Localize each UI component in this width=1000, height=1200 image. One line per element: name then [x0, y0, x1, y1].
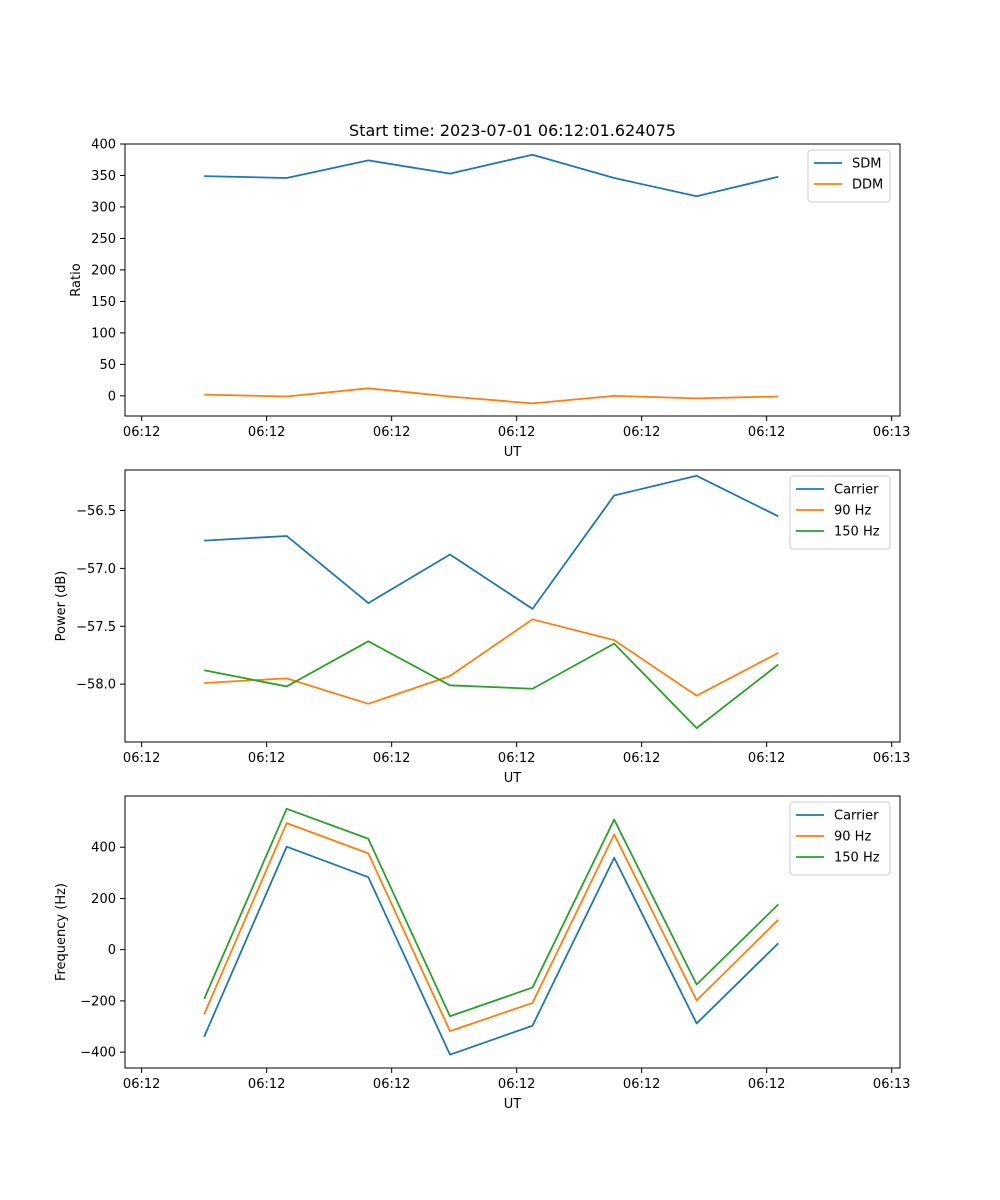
- y-tick-label: 200: [91, 892, 116, 907]
- legend-entry-label: 90 Hz: [834, 830, 871, 845]
- y-tick-label: 300: [91, 200, 116, 215]
- legend: SDM DDM: [807, 149, 891, 203]
- series-line-carrier: [204, 474, 779, 610]
- x-axis-label: UT: [504, 445, 522, 460]
- x-tick-label: 06:12: [623, 425, 660, 440]
- legend-entry-label: DDM: [852, 178, 883, 193]
- x-axis-label: UT: [504, 771, 522, 786]
- axes-frame: [124, 469, 901, 743]
- series-line-ddm: [204, 387, 779, 405]
- y-tick-label: 100: [91, 326, 116, 341]
- y-tick-label: −58.0: [76, 678, 116, 693]
- x-tick-label: 06:12: [623, 751, 660, 766]
- x-tick-label: 06:13: [873, 425, 910, 440]
- subplot-2: 06:12 06:12 06:12 06:12 06:12 06:12 06:13 −56.5…: [54, 469, 910, 786]
- x-tick-label: 06:12: [123, 1077, 160, 1092]
- x-tick-label: 06:12: [498, 425, 535, 440]
- x-tick-label: 06:12: [248, 1077, 285, 1092]
- x-tick-label: 06:12: [623, 1077, 660, 1092]
- x-tick-label: 06:13: [873, 751, 910, 766]
- y-tick-label: 0: [108, 943, 116, 958]
- subplot-3: 06:12 06:12 06:12 06:12 06:12 06:12 06:13 400 20…: [54, 795, 910, 1112]
- legend-entry-label: Carrier: [834, 483, 879, 498]
- axes-frame: [124, 795, 901, 1069]
- x-tick-label: 06:12: [498, 751, 535, 766]
- series-line-90-hz: [204, 618, 779, 705]
- legend-entry-label: Carrier: [834, 809, 879, 824]
- x-tick-label: 06:12: [123, 751, 160, 766]
- y-tick-label: 200: [91, 263, 116, 278]
- y-tick-label: −200: [80, 994, 116, 1009]
- y-tick-label: 150: [91, 295, 116, 310]
- legend-entry-label: 150 Hz: [834, 525, 880, 540]
- series-line-150-hz: [203, 807, 779, 1018]
- plot-area-container: 06:12 06:12 06:12 06:12 06:12 06:12 06:13 400 35…: [54, 138, 910, 1113]
- y-axis-label: Power (dB): [54, 571, 69, 642]
- y-tick-label: −57.5: [76, 620, 116, 635]
- x-tick-label: 06:12: [248, 425, 285, 440]
- y-tick-label: 50: [99, 358, 116, 373]
- y-tick-label: 400: [91, 138, 116, 153]
- series-line-90-hz: [203, 822, 779, 1033]
- subplot-1: 06:12 06:12 06:12 06:12 06:12 06:12 06:13 400 35…: [69, 138, 910, 461]
- legend: Carrier 90 Hz 150 Hz: [789, 475, 891, 550]
- x-tick-label: 06:12: [248, 751, 285, 766]
- x-tick-label: 06:12: [748, 1077, 785, 1092]
- y-tick-label: 400: [91, 841, 116, 856]
- y-tick-label: 250: [91, 232, 116, 247]
- series-line-carrier: [203, 845, 779, 1056]
- series-line-150-hz: [203, 640, 779, 730]
- x-tick-label: 06:13: [873, 1077, 910, 1092]
- x-axis-label: UT: [504, 1097, 522, 1112]
- x-tick-label: 06:12: [373, 1077, 410, 1092]
- series-line-sdm: [204, 153, 779, 198]
- x-tick-label: 06:12: [748, 425, 785, 440]
- x-tick-label: 06:12: [498, 1077, 535, 1092]
- x-tick-label: 06:12: [373, 425, 410, 440]
- figure-title: Start time: 2023-07-01 06:12:01.624075: [349, 121, 676, 140]
- x-tick-label: 06:12: [123, 425, 160, 440]
- y-tick-label: −57.0: [76, 562, 116, 577]
- legend-entry-label: 150 Hz: [834, 851, 880, 866]
- legend-entry-label: 90 Hz: [834, 504, 871, 519]
- y-axis-label: Frequency (Hz): [54, 883, 69, 981]
- legend: Carrier 90 Hz 150 Hz: [789, 801, 891, 876]
- x-tick-label: 06:12: [748, 751, 785, 766]
- x-tick-label: 06:12: [373, 751, 410, 766]
- axes-frame: [124, 143, 901, 417]
- y-tick-label: 350: [91, 169, 116, 184]
- y-tick-label: 0: [108, 389, 116, 404]
- y-tick-label: −56.5: [76, 504, 116, 519]
- legend-entry-label: SDM: [852, 157, 881, 172]
- y-tick-label: −400: [80, 1046, 116, 1061]
- y-axis-label: Ratio: [69, 263, 84, 296]
